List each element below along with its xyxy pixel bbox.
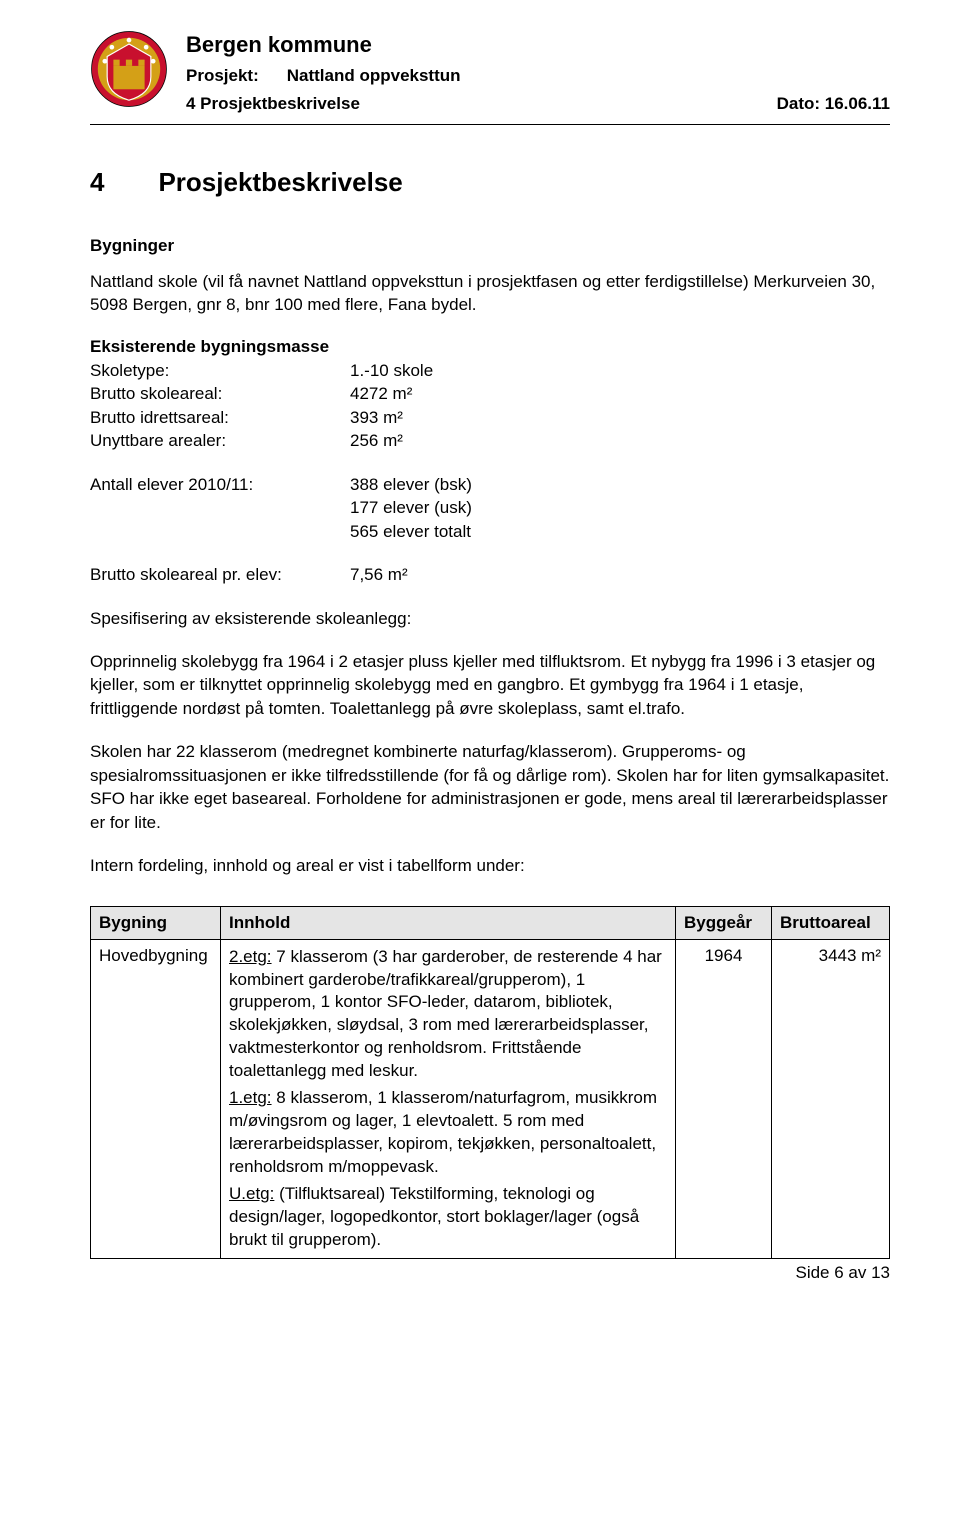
kv-row: Skoletype: 1.-10 skole [90,359,890,382]
spec-line: Spesifisering av eksisterende skoleanleg… [90,607,890,630]
cell-byggear: 1964 [676,939,772,1258]
cell-bruttoareal: 3443 m² [772,939,890,1258]
page: Bergen kommune Prosjekt: Nattland oppvek… [0,0,960,1520]
kv-row: Brutto skoleareal pr. elev: 7,56 m² [90,563,890,586]
project-label: Prosjekt: [186,66,282,86]
header-divider [90,124,890,125]
kv-key: Skoletype: [90,359,350,382]
th-bruttoareal: Bruttoareal [772,906,890,939]
subheading-bygninger: Bygninger [90,236,890,256]
heading-number: 4 [90,167,104,198]
section-title: 4 Prosjektbeskrivelse [186,94,360,114]
section-line: 4 Prosjektbeskrivelse Dato: 16.06.11 [186,94,890,114]
building-table: Bygning Innhold Byggeår Bruttoareal Hove… [90,906,890,1259]
organization-name: Bergen kommune [186,32,890,58]
kv-value: 256 m² [350,429,403,452]
kv-value: 393 m² [350,406,403,429]
intro-paragraph: Nattland skole (vil få navnet Nattland o… [90,270,890,317]
etg-label: U.etg: [229,1184,274,1203]
keyvalue-block-3: Brutto skoleareal pr. elev: 7,56 m² [90,563,890,586]
etg-label: 1.etg: [229,1088,272,1107]
innhold-etg1: 1.etg: 8 klasserom, 1 klasserom/naturfag… [229,1087,667,1179]
kv-key: Brutto idrettsareal: [90,406,350,429]
kv-key: Brutto skoleareal pr. elev: [90,563,350,586]
paragraph-intern: Intern fordeling, innhold og areal er vi… [90,854,890,877]
kv-row: Antall elever 2010/11: 388 elever (bsk) [90,473,890,496]
paragraph-opprinnelig: Opprinnelig skolebygg fra 1964 i 2 etasj… [90,650,890,720]
keyvalue-block-1: Skoletype: 1.-10 skole Brutto skoleareal… [90,359,890,453]
kv-value: 7,56 m² [350,563,408,586]
heading-title: Prosjektbeskrivelse [158,167,402,198]
th-innhold: Innhold [221,906,676,939]
innhold-uetg: U.etg: (Tilfluktsareal) Tekstilforming, … [229,1183,667,1252]
document-header: Bergen kommune Prosjekt: Nattland oppvek… [90,30,890,122]
paragraph-skolen: Skolen har 22 klasserom (medregnet kombi… [90,740,890,834]
kv-value-extra: 177 elever (usk) [350,496,890,519]
keyvalue-block-2: Antall elever 2010/11: 388 elever (bsk) … [90,473,890,543]
th-bygning: Bygning [91,906,221,939]
etg-text: 8 klasserom, 1 klasserom/naturfagrom, mu… [229,1088,657,1176]
kv-key: Brutto skoleareal: [90,382,350,405]
innhold-etg2: 2.etg: 7 klasserom (3 har garderober, de… [229,946,667,1084]
etg-text: (Tilfluktsareal) Tekstilforming, teknolo… [229,1184,639,1249]
kv-row: Brutto idrettsareal: 393 m² [90,406,890,429]
subheading-eksisterende: Eksisterende bygningsmasse [90,337,890,357]
project-line: Prosjekt: Nattland oppveksttun [186,66,890,86]
page-heading: 4 Prosjektbeskrivelse [90,167,890,198]
document-date: Dato: 16.06.11 [777,94,890,114]
kv-value: 388 elever (bsk) [350,473,472,496]
table-header-row: Bygning Innhold Byggeår Bruttoareal [91,906,890,939]
kv-key: Antall elever 2010/11: [90,473,350,496]
kv-row: Unyttbare arealer: 256 m² [90,429,890,452]
page-footer: Side 6 av 13 [90,1263,890,1283]
header-text-block: Bergen kommune Prosjekt: Nattland oppvek… [186,30,890,114]
etg-label: 2.etg: [229,947,272,966]
kv-key: Unyttbare arealer: [90,429,350,452]
municipality-crest-icon [90,30,168,108]
kv-value: 1.-10 skole [350,359,433,382]
kv-value-extra: 565 elever totalt [350,520,890,543]
th-byggear: Byggeår [676,906,772,939]
cell-bygning: Hovedbygning [91,939,221,1258]
project-name: Nattland oppveksttun [287,66,461,85]
table-row: Hovedbygning 2.etg: 7 klasserom (3 har g… [91,939,890,1258]
kv-row: Brutto skoleareal: 4272 m² [90,382,890,405]
etg-text: 7 klasserom (3 har garderober, de rester… [229,947,662,1081]
kv-value: 4272 m² [350,382,412,405]
cell-innhold: 2.etg: 7 klasserom (3 har garderober, de… [221,939,676,1258]
